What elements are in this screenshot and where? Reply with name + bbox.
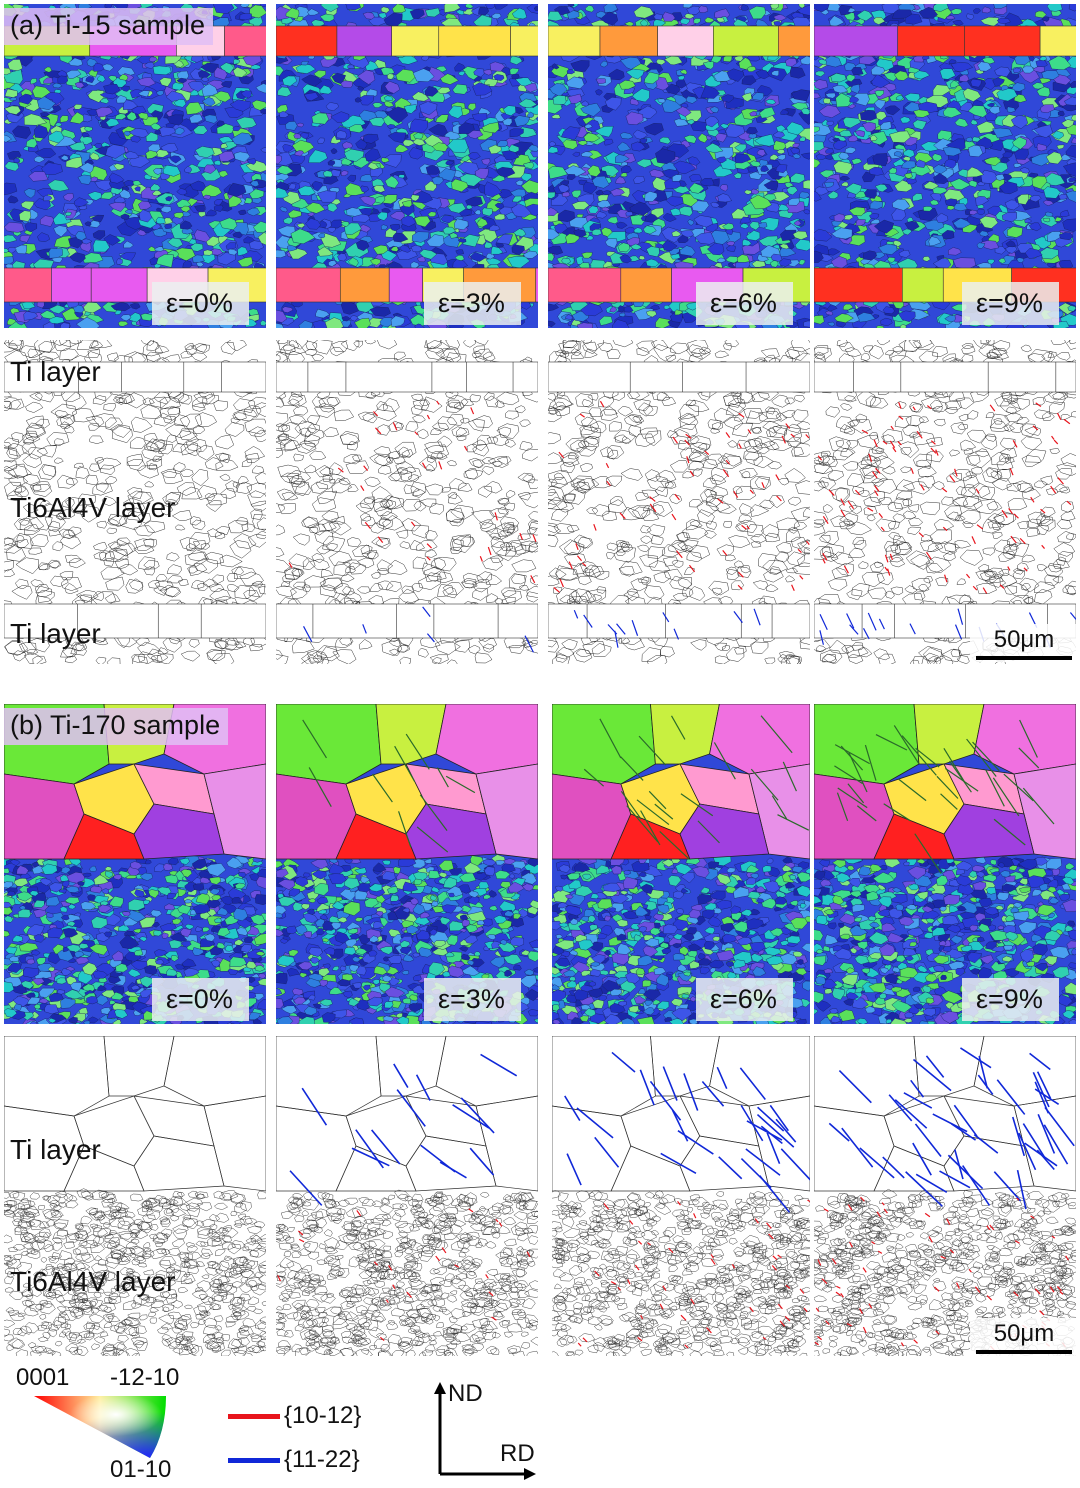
strain-a-6-text: ε=6% (710, 288, 777, 318)
strain-label-b-0: ε=0% (152, 978, 249, 1021)
boundary-map-b-3 (276, 1036, 538, 1356)
layer-label-a-ti-bottom: Ti layer (10, 618, 101, 649)
layer-label-a-ti6al4v: Ti6Al4V layer (10, 492, 176, 523)
ipf-map-a-0 (4, 4, 266, 328)
axis-label-nd: ND (448, 1380, 483, 1407)
strain-a-0-text: ε=0% (166, 288, 233, 318)
strain-b-9-text: ε=9% (976, 984, 1043, 1014)
strain-label-b-6: ε=6% (696, 978, 793, 1021)
layer-label-a-ti-top: Ti layer (10, 356, 101, 387)
axis-label-rd: RD (500, 1440, 535, 1467)
strain-label-a-3: ε=3% (424, 282, 521, 325)
ipf-label-0110: 01-10 (110, 1456, 172, 1483)
ipf-label-0001: 0001 (16, 1364, 70, 1391)
boundary-map-b-0 (4, 1036, 266, 1356)
strain-label-a-0: ε=0% (152, 282, 249, 325)
scale-bar-b-line (976, 1350, 1072, 1354)
scale-bar-a: 50μm (970, 624, 1078, 662)
strain-label-a-9: ε=9% (962, 282, 1059, 325)
legend-twin-1012-label: {10-12} (284, 1402, 362, 1429)
ipf-map-b-0 (4, 704, 266, 1024)
boundary-map-a-3 (276, 340, 538, 664)
ipf-map-b-6 (552, 704, 810, 1024)
scale-bar-a-line (976, 656, 1072, 660)
axes-arrows-icon (434, 1382, 536, 1480)
layer-label-b-ti6al4v: Ti6Al4V layer (10, 1266, 176, 1297)
strain-label-b-3: ε=3% (424, 978, 521, 1021)
section-b-label: (b) Ti-170 sample (4, 708, 229, 745)
ipf-map-b-3 (276, 704, 538, 1024)
boundary-map-a-6 (548, 340, 810, 664)
layer-label-b-ti: Ti layer (10, 1134, 101, 1165)
ipf-map-a-9 (814, 4, 1076, 328)
boundary-map-b-6 (552, 1036, 810, 1356)
strain-b-3-text: ε=3% (438, 984, 505, 1014)
boundary-map-a-9 (814, 340, 1076, 664)
strain-label-a-6: ε=6% (696, 282, 793, 325)
strain-b-6-text: ε=6% (710, 984, 777, 1014)
scale-bar-a-text: 50μm (993, 626, 1055, 653)
strain-label-b-9: ε=9% (962, 978, 1059, 1021)
scale-bar-b: 50μm (970, 1318, 1078, 1356)
legend-twin-1122-label: {11-22} (284, 1446, 360, 1473)
ipf-triangle-key (34, 1396, 166, 1458)
ipf-map-a-3 (276, 4, 538, 328)
legend-twin-1012-line (228, 1414, 280, 1419)
boundary-map-a-0 (4, 340, 266, 664)
strain-b-0-text: ε=0% (166, 984, 233, 1014)
strain-a-3-text: ε=3% (438, 288, 505, 318)
ipf-map-a-6 (548, 4, 810, 328)
section-a-label: (a) Ti-15 sample (4, 8, 214, 45)
legend-twin-1122-line (228, 1458, 280, 1463)
scale-bar-b-text: 50μm (993, 1320, 1055, 1347)
ipf-label-1210: -12-10 (110, 1364, 180, 1391)
ipf-map-b-9 (814, 704, 1076, 1024)
strain-a-9-text: ε=9% (976, 288, 1043, 318)
boundary-map-b-9 (814, 1036, 1076, 1356)
